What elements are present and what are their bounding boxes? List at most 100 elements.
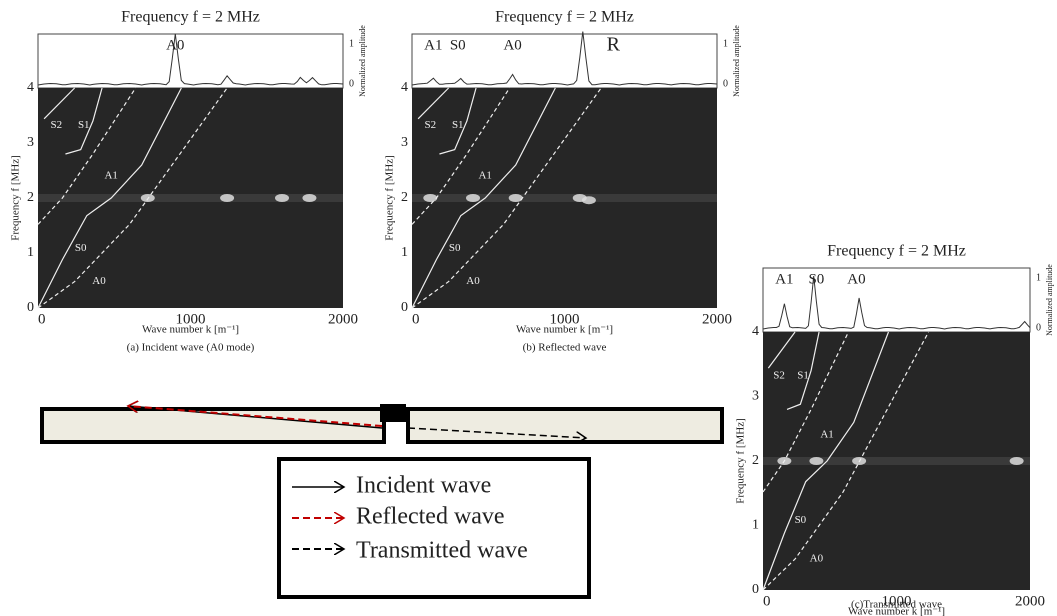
y-tick-label: 4 bbox=[752, 324, 759, 339]
curve-label: S0 bbox=[75, 242, 87, 254]
plate-left bbox=[40, 407, 386, 444]
curve-label: S2 bbox=[773, 369, 785, 381]
curve-label: S1 bbox=[797, 369, 809, 381]
dispersion-band bbox=[412, 194, 717, 202]
panel-title: Frequency f = 2 MHz bbox=[495, 9, 634, 26]
y-axis-label: Frequency f [MHz] bbox=[735, 418, 747, 504]
dispersion-curve bbox=[43, 87, 76, 120]
y-tick-label: 2 bbox=[401, 190, 408, 205]
spectrum-frame bbox=[762, 267, 1031, 333]
dispersion-curve bbox=[65, 87, 103, 155]
x-tick-label: 1000 bbox=[882, 593, 912, 609]
x-tick-label: 1000 bbox=[550, 311, 580, 327]
reflected-arrow bbox=[128, 406, 383, 427]
curve-label: S0 bbox=[795, 514, 807, 526]
y-tick-label: 1 bbox=[27, 245, 34, 260]
curve-label: S2 bbox=[50, 119, 62, 131]
energy-spot bbox=[220, 194, 235, 202]
y-tick-label: 4 bbox=[401, 80, 408, 95]
caption: (a) Incident wave (A0 mode) bbox=[127, 342, 255, 354]
amplitude-label: Normalized amplitude bbox=[358, 25, 367, 97]
dispersion-curve bbox=[411, 87, 602, 309]
energy-spot bbox=[809, 457, 824, 465]
y-tick-label: 0 bbox=[27, 300, 34, 315]
amplitude-tick: 0 bbox=[1036, 322, 1041, 333]
spectrum bbox=[37, 33, 344, 86]
amplitude-tick: 0 bbox=[349, 78, 354, 89]
dispersion-curve bbox=[411, 87, 511, 225]
dispersion-curve bbox=[37, 87, 182, 309]
amplitude-tick: 1 bbox=[349, 38, 354, 49]
amplitude-label: Normalized amplitude bbox=[732, 25, 741, 97]
spectrum-frame bbox=[411, 33, 718, 89]
x-tick-label: 2000 bbox=[702, 311, 732, 327]
legend: Incident wave Reflected wave Transmitted… bbox=[277, 457, 591, 599]
curve-label: S0 bbox=[449, 242, 461, 254]
x-axis-label: Wave number k [m⁻¹] bbox=[848, 606, 945, 616]
x-axis-label: Wave number k [m⁻¹] bbox=[516, 324, 613, 336]
dispersion-band bbox=[38, 194, 343, 202]
y-axis-label: Frequency f [MHz] bbox=[384, 155, 396, 241]
panel-title: Frequency f = 2 MHz bbox=[827, 243, 966, 260]
peak-label: A0 bbox=[166, 37, 184, 53]
y-tick-label: 3 bbox=[752, 389, 759, 404]
curve-label: A0 bbox=[466, 275, 480, 287]
amplitude-tick: 1 bbox=[1036, 272, 1041, 283]
y-tick-label: 1 bbox=[752, 518, 759, 533]
dispersion-curve bbox=[767, 331, 796, 369]
energy-spot bbox=[581, 196, 596, 205]
caption: (c)Transmitted wave bbox=[851, 599, 942, 611]
dispersion-curve bbox=[411, 87, 556, 309]
spectrum bbox=[762, 275, 1031, 330]
peak-label: A0 bbox=[503, 37, 521, 53]
amplitude-tick: 0 bbox=[723, 78, 728, 89]
energy-spot bbox=[466, 194, 480, 202]
curve-label: A0 bbox=[92, 275, 106, 287]
y-tick-label: 4 bbox=[27, 80, 34, 95]
legend-box bbox=[277, 457, 591, 599]
panel-title: Frequency f = 2 MHz bbox=[121, 9, 260, 26]
y-tick-label: 0 bbox=[401, 300, 408, 315]
curve-label: S1 bbox=[452, 119, 464, 131]
x-tick-label: 0 bbox=[763, 593, 771, 609]
y-tick-label: 3 bbox=[401, 135, 408, 150]
x-axis-label: Wave number k [m⁻¹] bbox=[142, 324, 239, 336]
y-axis-label: Frequency f [MHz] bbox=[10, 155, 22, 241]
y-tick-label: 3 bbox=[27, 135, 34, 150]
x-tick-label: 2000 bbox=[1015, 593, 1045, 609]
amplitude-tick: 1 bbox=[723, 38, 728, 49]
curve-label: A1 bbox=[104, 170, 117, 182]
defect bbox=[380, 404, 406, 422]
y-tick-label: 1 bbox=[401, 245, 408, 260]
energy-spot bbox=[1009, 457, 1024, 465]
energy-spot bbox=[423, 194, 438, 202]
dispersion-curve bbox=[762, 331, 890, 591]
dispersion-curve bbox=[762, 331, 930, 591]
x-tick-label: 2000 bbox=[328, 311, 358, 327]
y-tick-label: 0 bbox=[752, 582, 759, 597]
peak-label: A1 bbox=[775, 271, 793, 287]
dispersion-curve bbox=[37, 87, 228, 309]
caption: (b) Reflected wave bbox=[523, 342, 607, 354]
energy-spot bbox=[508, 194, 523, 202]
energy-spot bbox=[275, 194, 289, 202]
dispersion-band bbox=[763, 457, 1030, 465]
peak-label: S0 bbox=[808, 271, 824, 287]
y-tick-label: 2 bbox=[752, 453, 759, 468]
dispersion-curve bbox=[762, 331, 849, 493]
spectrum bbox=[411, 31, 718, 86]
peak-label: S0 bbox=[450, 37, 466, 53]
curve-label: A1 bbox=[478, 170, 491, 182]
peak-label: A0 bbox=[847, 271, 865, 287]
y-tick-label: 2 bbox=[27, 190, 34, 205]
dispersion-curve bbox=[786, 331, 820, 410]
legend-label: Reflected wave bbox=[356, 504, 505, 530]
legend-label: Transmitted wave bbox=[356, 538, 528, 564]
transmitted-arrow bbox=[407, 427, 586, 438]
dispersion-curve bbox=[417, 87, 450, 120]
amplitude-label: Normalized amplitude bbox=[1045, 264, 1054, 336]
specimen bbox=[40, 404, 724, 444]
peak-label: A1 bbox=[424, 37, 442, 53]
curve-label: A1 bbox=[820, 429, 833, 441]
